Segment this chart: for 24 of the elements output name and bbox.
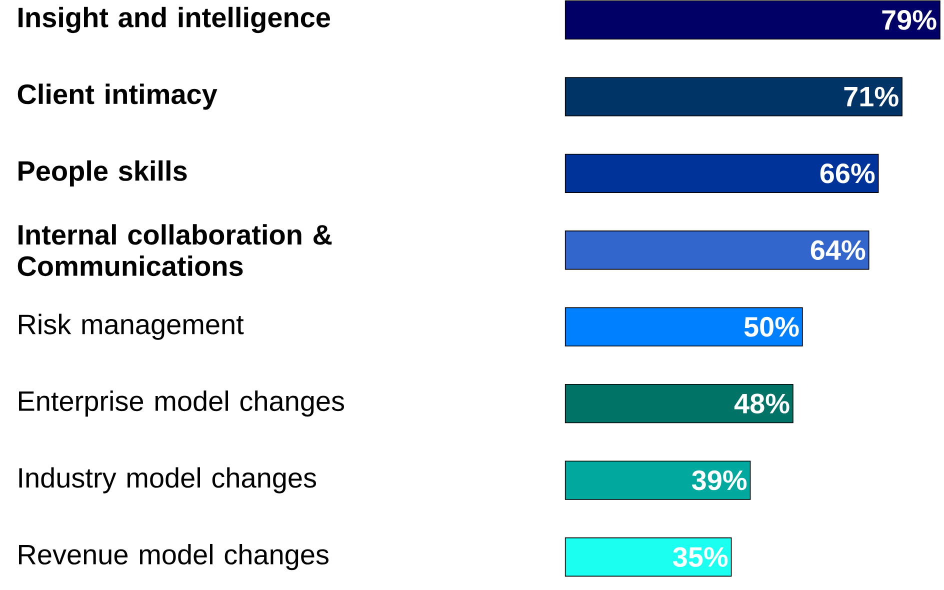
y-tick-label: People skills	[18, 160, 187, 186]
y-tick-label: Internal collaboration & Communications	[18, 224, 332, 276]
data-label: 79%	[882, 10, 936, 30]
bar	[564, 460, 751, 500]
data-label: 64%	[810, 240, 866, 260]
data-label: 50%	[744, 316, 799, 337]
bar	[564, 0, 940, 40]
data-label: 48%	[734, 394, 790, 414]
y-tick-label: Insight and intelligence	[18, 6, 330, 34]
bar	[564, 307, 803, 346]
data-label: 39%	[692, 470, 747, 490]
y-tick-label: Risk management	[19, 314, 244, 340]
y-tick-label: Enterprise model changes	[19, 390, 344, 417]
y-tick-label: Revenue model changes	[19, 544, 328, 570]
y-tick-label: Client intimacy	[18, 84, 218, 110]
bar	[564, 77, 902, 116]
bar	[564, 154, 879, 193]
bar	[564, 230, 870, 270]
bar	[564, 537, 732, 577]
data-label: 71%	[844, 86, 898, 107]
y-tick-label: Industry model changes	[19, 467, 316, 494]
data-label: 35%	[672, 547, 728, 567]
data-label: 66%	[820, 163, 875, 184]
bar	[564, 384, 794, 424]
